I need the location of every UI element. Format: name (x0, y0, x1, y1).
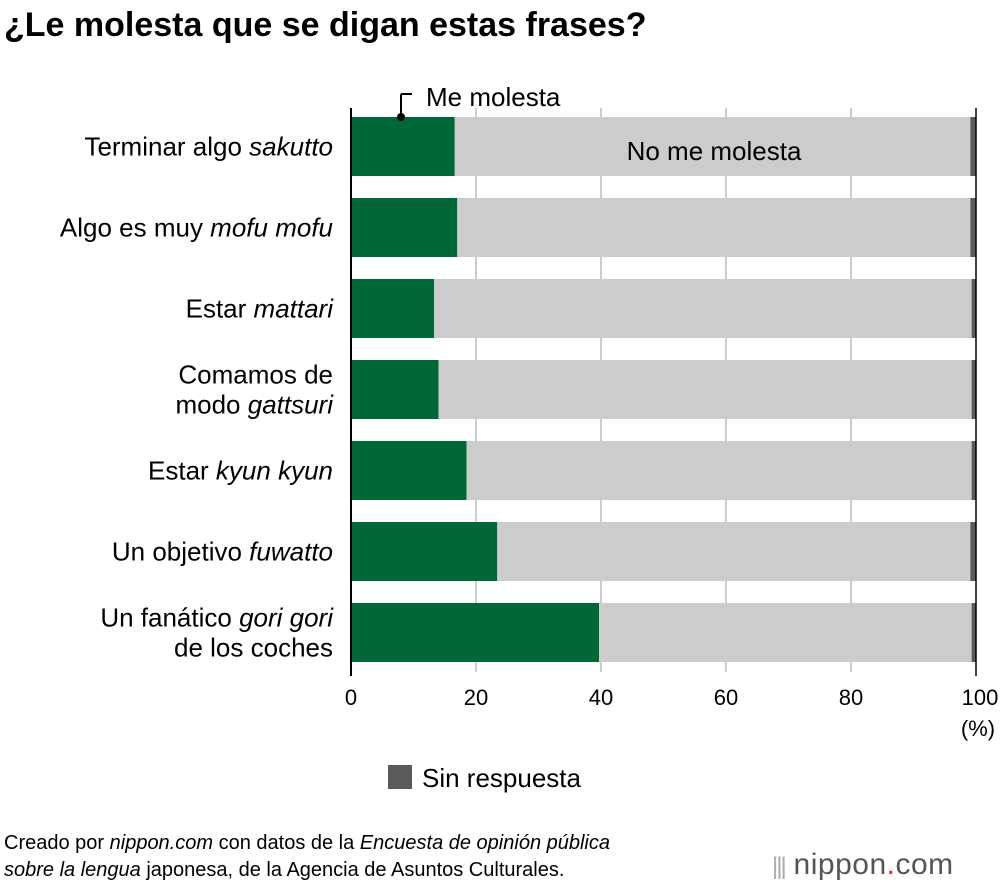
category-label: de los coches (174, 633, 333, 663)
x-tick-label: 100 (962, 685, 999, 710)
legend-swatch (388, 765, 412, 789)
logo-text: nippon (793, 848, 887, 881)
category-label: modo gattsuri (175, 390, 334, 420)
bar-bothered (351, 279, 435, 338)
bar-not-bothered (599, 603, 972, 662)
x-tick-label: 40 (589, 685, 613, 710)
x-tick-label: 60 (714, 685, 738, 710)
bar-no-answer (971, 441, 976, 500)
source-text: Creado por (4, 832, 110, 854)
legend-label: Sin respuesta (422, 763, 582, 793)
annotation-dot (397, 113, 405, 121)
series-label-no-me-molesta: No me molesta (627, 136, 802, 166)
category-label: Estar kyun kyun (148, 456, 333, 486)
x-tick-label: 80 (839, 685, 863, 710)
bar-no-answer (970, 198, 976, 257)
source-text: japonesa, de la Agencia de Asuntos Cultu… (140, 859, 565, 881)
bar-bothered (351, 603, 600, 662)
bar-bothered (351, 198, 458, 257)
bar-no-answer (971, 279, 976, 338)
logo-dot: . (886, 848, 896, 881)
bar-bothered (351, 117, 455, 176)
bar-not-bothered (434, 279, 972, 338)
bar-not-bothered (497, 522, 971, 581)
bar-not-bothered (454, 117, 971, 176)
source-text: Encuesta de opinión pública (359, 832, 610, 854)
source-note: Creado por nippon.com con datos de la En… (4, 830, 610, 884)
bar-no-answer (971, 603, 976, 662)
bar-no-answer (970, 117, 976, 176)
bar-bothered (351, 441, 467, 500)
series-label-me-molesta: Me molesta (426, 82, 561, 112)
x-tick-label: 0 (345, 685, 357, 710)
category-label: Comamos de (178, 360, 333, 390)
nippon-logo: ||| nippon.com (772, 848, 954, 882)
bar-not-bothered (438, 360, 972, 419)
source-text: sobre la lengua (4, 859, 141, 881)
logo-text: com (895, 848, 954, 881)
bar-bothered (351, 522, 498, 581)
category-label: Un fanático gori gori (100, 603, 334, 633)
source-text: nippon.com (109, 832, 214, 854)
x-unit-label: (%) (961, 716, 995, 741)
category-label: Terminar algo sakutto (84, 132, 333, 162)
chart-title: ¿Le molesta que se digan estas frases? (4, 6, 647, 44)
category-label: Un objetivo fuwatto (112, 537, 333, 567)
bar-bothered (351, 360, 439, 419)
source-text: con datos de la (213, 832, 360, 854)
category-label: Algo es muy mofu mofu (60, 213, 333, 243)
category-label: Estar mattari (186, 294, 335, 324)
bar-no-answer (970, 522, 976, 581)
bar-not-bothered (466, 441, 972, 500)
bar-no-answer (971, 360, 976, 419)
logo-bars-icon: ||| (772, 853, 787, 880)
x-tick-label: 20 (464, 685, 488, 710)
bar-not-bothered (457, 198, 971, 257)
